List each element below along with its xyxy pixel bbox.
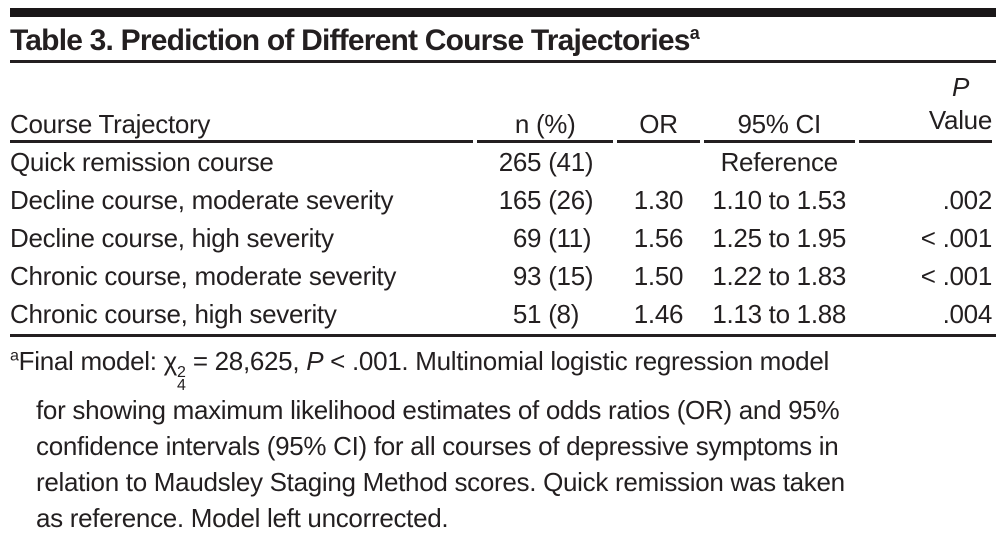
column-header-course-trajectory: Course Trajectory xyxy=(10,63,474,143)
ci-cell: 1.22 to 1.83 xyxy=(712,261,847,291)
n-percent: (15) xyxy=(548,261,594,291)
title-rule xyxy=(10,60,996,63)
footnote-text: = 28,625, xyxy=(185,346,307,376)
ci-cell-reference: Reference xyxy=(720,147,839,177)
p-value-header-stack: P Value xyxy=(929,71,992,137)
footnote-marker: a xyxy=(10,346,19,365)
table-row-decline-moderate: Decline course, moderate severity 165 (26… xyxy=(10,181,992,219)
column-header-n-percent: n (%) xyxy=(477,63,614,143)
ci-cell: 1.13 to 1.88 xyxy=(712,299,847,329)
p-cell xyxy=(859,143,992,181)
table-title: Table 3. Prediction of Different Course … xyxy=(10,22,996,60)
p-cell: .004 xyxy=(942,299,993,329)
n-count: 69 xyxy=(512,223,542,253)
n-percent: (26) xyxy=(548,185,594,215)
trajectory-cell: Chronic course, moderate severity xyxy=(10,261,397,291)
trajectory-cell: Quick remission course xyxy=(10,147,274,177)
p-cell: < .001 xyxy=(920,261,993,291)
footnote-text: < .001. Multinomial logistic regression … xyxy=(323,346,829,376)
column-header-p-value: P Value xyxy=(858,63,992,143)
footnote-line-2: for showing maximum likelihood estimates… xyxy=(36,395,840,425)
n-cell: 165 (26) xyxy=(477,181,613,219)
top-thick-rule xyxy=(10,8,996,17)
n-count: 93 xyxy=(512,261,542,291)
p-value-header-value: Value xyxy=(928,105,992,135)
data-table: Course Trajectory n (%) OR 95% CI P Value… xyxy=(6,63,996,333)
n-cell: 69 (11) xyxy=(477,219,613,257)
footnote-line-4: relation to Maudsley Staging Method scor… xyxy=(36,467,845,497)
chi-subscript: 4 xyxy=(176,377,186,394)
ci-cell: 1.25 to 1.95 xyxy=(712,223,847,253)
n-count: 51 xyxy=(512,299,542,329)
header-row: Course Trajectory n (%) OR 95% CI P Value xyxy=(10,63,992,143)
n-count: 265 xyxy=(498,147,542,177)
table-row-chronic-moderate: Chronic course, moderate severity 93 (15)… xyxy=(10,257,992,295)
trajectory-cell: Decline course, moderate severity xyxy=(10,185,394,215)
trajectory-cell: Decline course, high severity xyxy=(10,223,334,253)
or-cell xyxy=(617,143,700,181)
p-cell: .002 xyxy=(942,185,993,215)
table-row-chronic-high: Chronic course, high severity 51 (8) 1.46… xyxy=(10,295,992,333)
p-symbol: P xyxy=(306,346,324,376)
column-header-95ci: 95% CI xyxy=(703,63,855,143)
p-cell: < .001 xyxy=(920,223,993,253)
or-cell: 1.30 xyxy=(633,185,684,215)
trajectory-cell: Chronic course, high severity xyxy=(10,299,337,329)
chi-symbol: χ xyxy=(163,346,178,376)
n-percent: (8) xyxy=(548,299,580,329)
n-percent: (11) xyxy=(548,223,592,253)
chi-superscript: 2 xyxy=(176,364,186,381)
n-percent: (41) xyxy=(548,147,594,177)
n-count: 165 xyxy=(498,185,542,215)
footnote-text: Final model: xyxy=(18,346,164,376)
n-cell: 51 (8) xyxy=(477,295,613,333)
footnote-line-3: confidence intervals (95% CI) for all co… xyxy=(36,431,839,461)
or-cell: 1.46 xyxy=(633,299,684,329)
footnote-line-5: as reference. Model left uncorrected. xyxy=(36,503,449,533)
column-header-or: OR xyxy=(617,63,700,143)
title-footnote-marker: a xyxy=(689,23,700,43)
table-bottom-rule xyxy=(10,334,996,337)
or-cell: 1.56 xyxy=(633,223,684,253)
n-cell: 265 (41) xyxy=(477,143,613,181)
table-row-decline-high: Decline course, high severity 69 (11) 1.5… xyxy=(10,219,992,257)
ci-cell: 1.10 to 1.53 xyxy=(712,185,847,215)
n-cell: 93 (15) xyxy=(477,257,613,295)
table-title-text: Table 3. Prediction of Different Course … xyxy=(10,24,691,57)
p-value-header-p: P xyxy=(951,72,969,102)
or-cell: 1.50 xyxy=(633,261,684,291)
table-row-quick-remission: Quick remission course 265 (41) Reference xyxy=(10,143,992,181)
